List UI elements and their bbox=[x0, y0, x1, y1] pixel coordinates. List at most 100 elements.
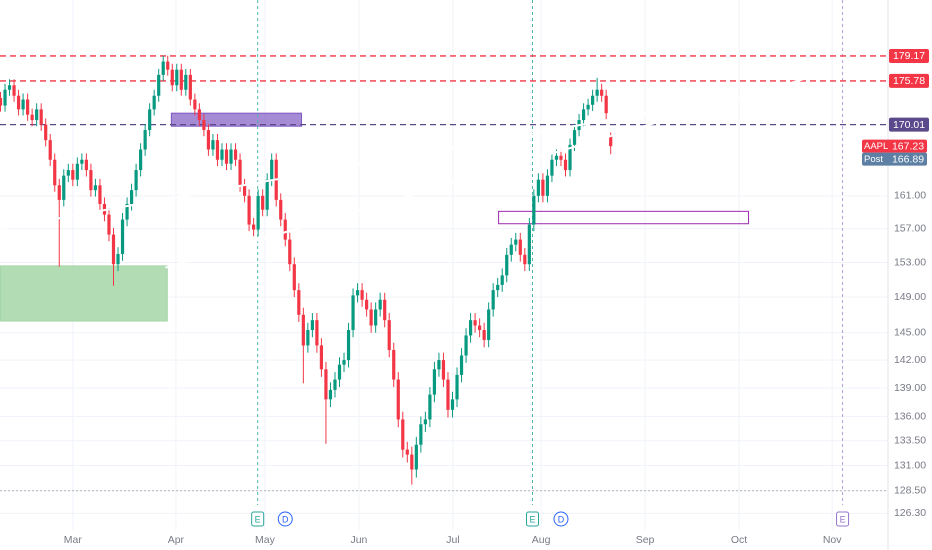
candle-body bbox=[66, 170, 70, 176]
candle-body bbox=[572, 130, 577, 145]
event-label: E bbox=[840, 514, 846, 524]
candle-body bbox=[387, 320, 391, 350]
candle-body bbox=[301, 314, 305, 346]
candle-body bbox=[7, 85, 12, 90]
candle-body bbox=[518, 239, 522, 255]
candle-body bbox=[157, 74, 161, 96]
candle-body bbox=[279, 199, 283, 220]
candle-body bbox=[423, 419, 427, 425]
candle-body bbox=[374, 309, 378, 326]
zone bbox=[498, 210, 750, 225]
candle-body bbox=[44, 124, 48, 141]
price-tag-value: 167.23 bbox=[892, 140, 924, 152]
candle-body bbox=[514, 239, 518, 245]
candle-body bbox=[202, 120, 206, 131]
candle-body bbox=[39, 109, 43, 125]
candle-body bbox=[62, 175, 66, 200]
y-tick-label: 161.00 bbox=[894, 190, 926, 202]
candle-body bbox=[437, 360, 441, 370]
candle-body bbox=[48, 140, 52, 160]
event-label: E bbox=[529, 514, 535, 524]
candle-body bbox=[265, 179, 269, 210]
candle-body bbox=[328, 389, 333, 400]
trendline bbox=[0, 106, 681, 230]
y-tick-label: 139.00 bbox=[894, 382, 926, 394]
candle-body bbox=[170, 69, 174, 86]
candle-body bbox=[401, 419, 405, 450]
candle-body bbox=[120, 219, 125, 254]
candle-body bbox=[16, 95, 21, 110]
y-tick-label: 133.50 bbox=[894, 435, 926, 447]
candle-body bbox=[129, 190, 134, 204]
candle-body bbox=[600, 89, 604, 96]
candle-body bbox=[432, 369, 437, 395]
candle-body bbox=[396, 379, 400, 420]
candle-body bbox=[148, 109, 152, 131]
candle-body bbox=[568, 144, 572, 171]
y-tick-label: 128.50 bbox=[894, 485, 926, 497]
candle-body bbox=[554, 155, 559, 160]
candle-body bbox=[292, 264, 296, 291]
candle-body bbox=[324, 369, 328, 400]
price-tag-value: 166.89 bbox=[892, 153, 924, 165]
candle-body bbox=[591, 95, 595, 105]
candle-body bbox=[80, 159, 84, 164]
price-tag-name: AAPL bbox=[864, 141, 888, 152]
candle-body bbox=[559, 155, 563, 160]
candle-body bbox=[455, 374, 459, 400]
candle-body bbox=[238, 159, 242, 186]
candle-body bbox=[188, 74, 192, 100]
candle-body bbox=[355, 290, 360, 296]
candle-body bbox=[193, 99, 197, 110]
candle-body bbox=[505, 254, 509, 276]
candle-body bbox=[57, 185, 61, 200]
candle-body bbox=[346, 330, 351, 361]
x-tick-label: Jul bbox=[446, 534, 459, 546]
candle-body bbox=[220, 149, 224, 160]
price-line-tag bbox=[889, 117, 929, 132]
event-badge bbox=[526, 511, 540, 527]
candle-body bbox=[500, 275, 504, 285]
candle-body bbox=[143, 130, 147, 150]
x-tick-label: Mar bbox=[64, 534, 83, 546]
x-tick-label: Apr bbox=[168, 534, 185, 546]
candle-body bbox=[441, 360, 446, 380]
candle-body bbox=[175, 69, 179, 86]
candle-body bbox=[369, 309, 373, 326]
candle-body bbox=[459, 355, 464, 375]
candle-body bbox=[333, 379, 337, 390]
candle-body bbox=[532, 195, 536, 225]
candle-body bbox=[111, 234, 116, 265]
candle-body bbox=[134, 170, 138, 191]
candle-body bbox=[491, 290, 495, 310]
candle-body bbox=[428, 394, 432, 420]
event-badge bbox=[553, 511, 569, 527]
candle-body bbox=[35, 109, 39, 121]
x-tick-label: May bbox=[255, 534, 276, 546]
candle-body bbox=[337, 364, 342, 380]
candle-body bbox=[12, 85, 16, 96]
candle-body bbox=[464, 335, 468, 356]
candle-body bbox=[581, 109, 586, 121]
candle-body bbox=[242, 185, 247, 196]
zone bbox=[0, 265, 168, 322]
price-tag-value-bg bbox=[889, 140, 926, 153]
candle-body bbox=[365, 299, 369, 310]
candle-body bbox=[93, 185, 98, 191]
candle-body bbox=[487, 309, 491, 340]
event-label: D bbox=[558, 514, 565, 524]
candle-body bbox=[256, 195, 260, 230]
candle-body bbox=[0, 98, 3, 106]
price-line-label: 179.17 bbox=[893, 50, 925, 62]
price-tag-value-bg bbox=[889, 153, 926, 166]
x-tick-label: Sep bbox=[636, 534, 655, 546]
candle-body bbox=[125, 203, 129, 220]
price-tag-name: Post bbox=[864, 154, 883, 165]
candle-body bbox=[509, 244, 513, 255]
candle-body bbox=[107, 214, 111, 235]
candle-body bbox=[84, 159, 88, 171]
candle-body bbox=[247, 195, 251, 225]
candle-body bbox=[252, 224, 256, 230]
price-line-label: 170.01 bbox=[893, 119, 925, 131]
candle-body bbox=[545, 175, 550, 196]
